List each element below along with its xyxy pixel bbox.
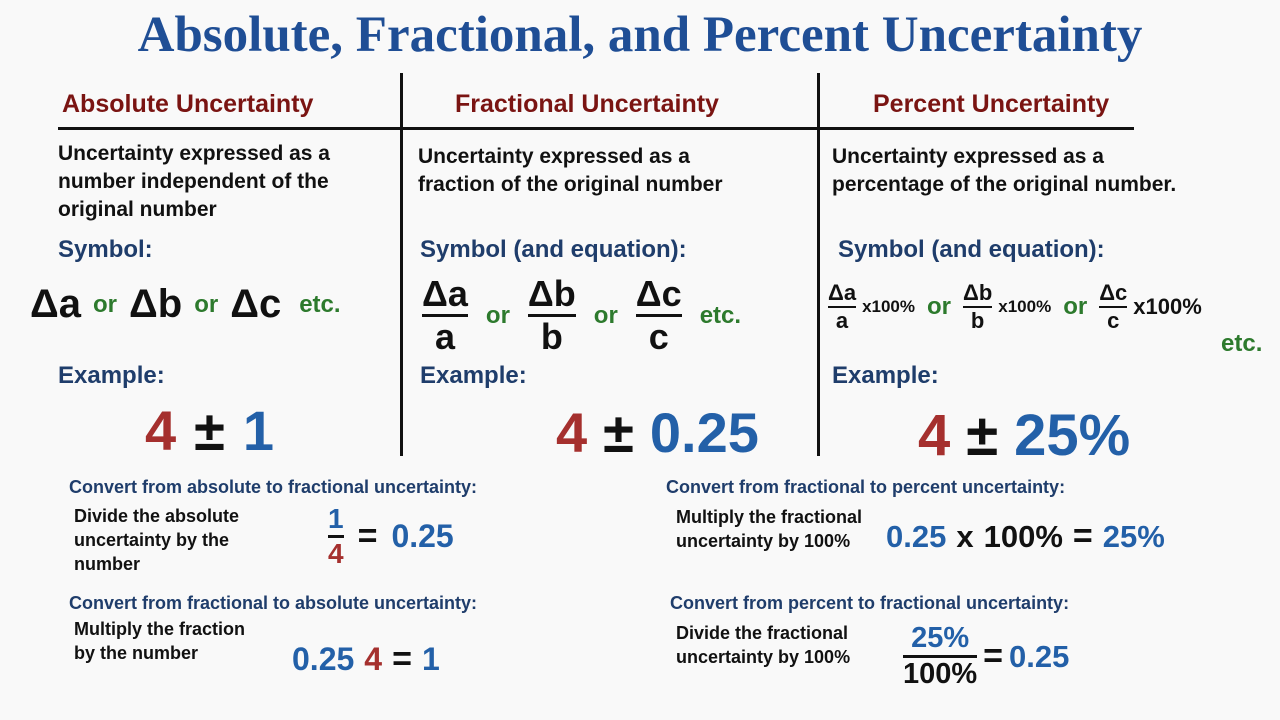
- example-uncertainty: 25%: [1014, 403, 1131, 468]
- absolute-example: 4 ± 1: [145, 398, 274, 463]
- fraction-delta-c-over-c: Δc c: [635, 273, 682, 357]
- number-value: 4: [364, 641, 383, 677]
- convert-frac-to-abs-description: Multiply the fraction by the number: [74, 619, 245, 663]
- result-value: 0.25: [391, 518, 454, 554]
- convert-frac-to-pct-description: Multiply the fractional uncertainty by 1…: [676, 507, 863, 551]
- convert-abs-to-frac-description: Divide the absolute uncertainty by the n…: [74, 506, 240, 574]
- fraction-delta-a-over-a: Δa a: [828, 280, 857, 333]
- fraction-value: 0.25: [292, 641, 355, 677]
- symbol-delta-c: Δc: [230, 282, 282, 326]
- fraction-delta-b-over-b: Δb b: [527, 273, 576, 357]
- etc-text: etc.: [699, 301, 742, 329]
- example-value: 4: [145, 399, 177, 462]
- fraction-value: 0.25: [886, 518, 947, 554]
- equals-sign: =: [357, 517, 378, 555]
- column-divider-1: [400, 73, 403, 456]
- result-value: 1: [421, 641, 440, 677]
- multiplier-text: x100%: [862, 297, 915, 316]
- fractional-symbol-label: Symbol (and equation):: [420, 236, 687, 263]
- result-value: 0.25: [1009, 638, 1070, 674]
- convert-pct-to-frac-equation: 25% 100% = 0.25: [903, 624, 1069, 689]
- absolute-example-label: Example:: [58, 362, 165, 389]
- page-title: Absolute, Fractional, and Percent Uncert…: [137, 7, 1143, 63]
- convert-pct-to-frac-heading: Convert from percent to fractional uncer…: [670, 593, 1070, 613]
- fraction-delta-b-over-b: Δb b: [963, 280, 993, 333]
- absolute-description: Uncertainty expressed as a number indepe…: [58, 142, 330, 221]
- percent-description: Uncertainty expressed as a percentage of…: [832, 145, 1177, 196]
- convert-frac-to-abs-equation: 0.25 4 = 1: [292, 640, 440, 679]
- example-uncertainty: 0.25: [649, 401, 759, 464]
- multiplier-text: x100%: [998, 297, 1052, 316]
- fraction-one-over-four: 1 4: [328, 503, 344, 569]
- percent-example: 4 ± 25%: [918, 402, 1130, 469]
- equals-sign: =: [983, 637, 1004, 675]
- fractional-example: 4 ± 0.25: [556, 400, 759, 465]
- fractional-symbols: Δa a or Δb b or Δc c etc.: [422, 276, 741, 355]
- percent-symbol-label: Symbol (and equation):: [838, 236, 1105, 263]
- convert-frac-to-abs-heading: Convert from fractional to absolute unce…: [69, 593, 478, 613]
- plus-minus: ±: [194, 399, 225, 462]
- column-divider-2: [817, 73, 820, 456]
- hundred-percent: 100%: [983, 518, 1063, 554]
- plus-minus: ±: [966, 403, 999, 468]
- or-text: or: [93, 290, 117, 318]
- or-text: or: [194, 290, 219, 318]
- or-text: or: [1063, 293, 1088, 320]
- example-value: 4: [918, 403, 951, 468]
- fraction-delta-c-over-c: Δc c: [1099, 280, 1128, 333]
- percent-example-label: Example:: [832, 362, 939, 389]
- or-text: or: [593, 301, 618, 329]
- absolute-symbols: Δa or Δb or Δc etc.: [30, 282, 341, 327]
- fraction-pct-over-hundred: 25% 100%: [903, 622, 978, 690]
- heading-percent: Percent Uncertainty: [873, 90, 1110, 118]
- equals-sign: =: [392, 640, 412, 678]
- percent-symbols: Δa a x100% or Δb b x100% or Δc c x100%: [828, 282, 1202, 332]
- convert-abs-to-frac-equation: 1 4 = 0.25: [328, 505, 454, 568]
- plus-minus: ±: [603, 401, 634, 464]
- convert-frac-to-pct-heading: Convert from fractional to percent uncer…: [666, 477, 1066, 497]
- fraction-delta-a-over-a: Δa a: [422, 273, 468, 357]
- convert-abs-to-frac-heading: Convert from absolute to fractional unce…: [69, 477, 478, 497]
- header-divider: [58, 127, 1134, 130]
- convert-pct-to-frac-description: Divide the fractional uncertainty by 100…: [676, 623, 851, 667]
- equals-sign: =: [1072, 517, 1093, 555]
- etc-text: etc.: [1221, 330, 1263, 357]
- symbol-delta-b: Δb: [129, 282, 183, 326]
- example-uncertainty: 1: [242, 399, 275, 462]
- result-value: 25%: [1102, 518, 1165, 554]
- or-text: or: [485, 301, 510, 329]
- fractional-example-label: Example:: [420, 362, 527, 389]
- heading-absolute: Absolute Uncertainty: [62, 90, 314, 118]
- times-sign: x: [956, 518, 974, 554]
- convert-frac-to-pct-equation: 0.25 x 100% = 25%: [886, 517, 1165, 556]
- symbol-delta-a: Δa: [30, 282, 81, 326]
- multiplier-text: x100%: [1133, 294, 1202, 319]
- etc-text: etc.: [299, 290, 341, 318]
- heading-fractional: Fractional Uncertainty: [455, 90, 719, 118]
- or-text: or: [927, 293, 951, 320]
- fractional-description: Uncertainty expressed as a fraction of t…: [418, 145, 723, 196]
- example-value: 4: [556, 401, 588, 464]
- absolute-symbol-label: Symbol:: [58, 236, 153, 263]
